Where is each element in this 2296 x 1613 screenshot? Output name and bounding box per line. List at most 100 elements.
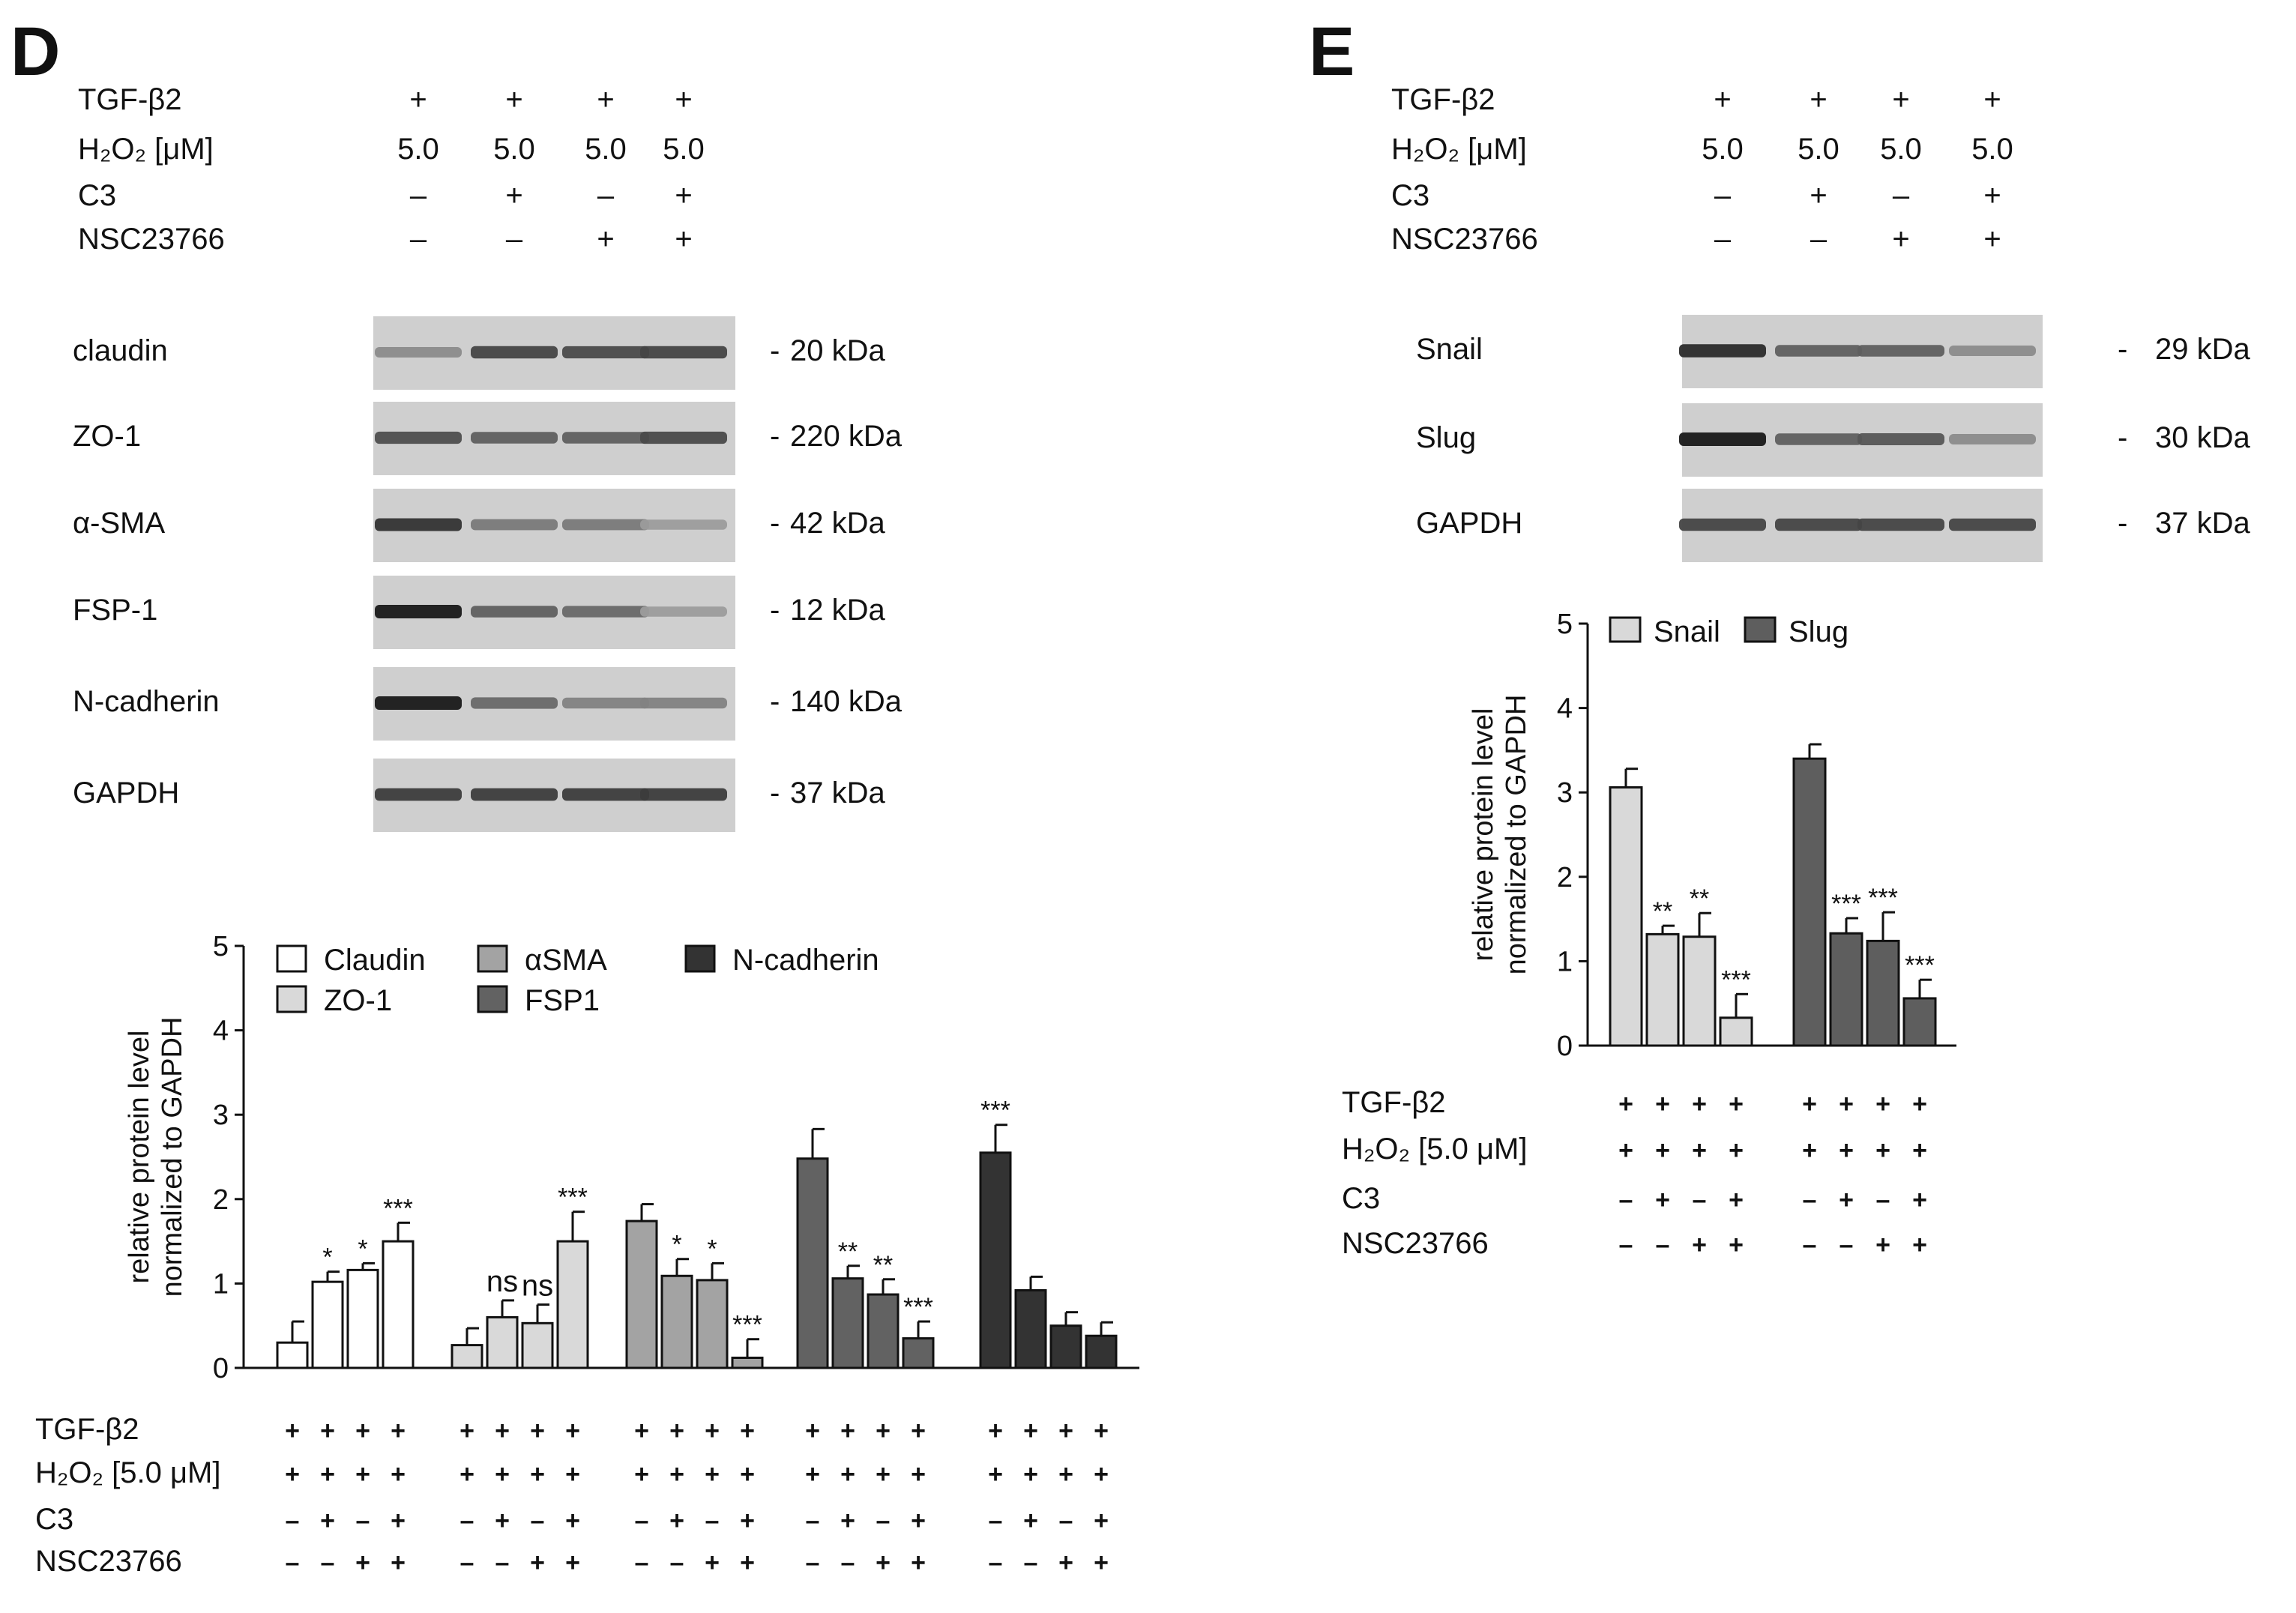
significance-label: * — [322, 1243, 332, 1272]
blot-band — [375, 346, 462, 358]
y-tick-label: 2 — [1557, 862, 1573, 893]
legend-swatch — [276, 944, 307, 973]
blot-label: GAPDH — [73, 777, 179, 809]
bar — [1902, 997, 1937, 1047]
treatment-value: + — [530, 1460, 545, 1489]
treatment-value: + — [459, 1460, 474, 1489]
blot-band — [471, 788, 558, 801]
treatment-value: 5.0 — [1880, 133, 1922, 166]
treatment-value: + — [495, 1417, 510, 1445]
treatment-value: + — [675, 223, 692, 256]
blot-band — [640, 788, 727, 801]
legend-swatch — [1744, 616, 1777, 643]
treatment-value: + — [597, 223, 614, 256]
legend-swatch — [477, 944, 508, 973]
size-dash: - — [770, 507, 780, 540]
treatment-value: + — [740, 1549, 755, 1577]
legend-label: FSP1 — [525, 984, 600, 1017]
blot-band — [562, 697, 649, 709]
size-dash: - — [770, 685, 780, 718]
bar — [1645, 932, 1680, 1047]
blot-band — [640, 697, 727, 709]
legend-swatch — [1609, 616, 1642, 643]
treatment-value: + — [1058, 1417, 1073, 1445]
treatment-value: + — [1094, 1417, 1109, 1445]
blot-band — [375, 696, 462, 710]
treatment-value: – — [1619, 1186, 1633, 1214]
y-axis-label-line: normalized to GAPDH — [1501, 695, 1532, 975]
bar — [311, 1280, 344, 1369]
y-tick-label: 2 — [213, 1184, 229, 1216]
blot-band — [375, 431, 462, 444]
blot-band — [640, 346, 727, 359]
size-dash: - — [770, 420, 780, 453]
treatment-value: – — [410, 223, 427, 256]
treatment-value: + — [705, 1417, 720, 1445]
bar — [1829, 932, 1863, 1047]
bar — [831, 1277, 864, 1369]
treatment-value: + — [669, 1417, 684, 1445]
blot-label: claudin — [73, 334, 168, 367]
y-axis-label: relative protein level normalized to GAPD… — [1468, 695, 1532, 975]
molecular-weight-label: 30 kDa — [2155, 421, 2250, 454]
treatment-label: NSC23766 — [35, 1545, 182, 1578]
molecular-weight-label: 140 kDa — [790, 685, 903, 718]
treatment-value: 5.0 — [1798, 133, 1839, 166]
treatment-value: + — [876, 1460, 891, 1489]
treatment-value: + — [1729, 1186, 1744, 1214]
blot-band — [640, 431, 727, 444]
treatment-label: TGF-β2 — [1342, 1086, 1446, 1119]
molecular-weight-label: 37 kDa — [2155, 507, 2250, 540]
significance-label: ** — [873, 1251, 893, 1279]
treatment-value: + — [1729, 1090, 1744, 1118]
bar — [1682, 935, 1717, 1047]
treatment-value: 5.0 — [585, 133, 627, 166]
treatment-value: – — [635, 1549, 649, 1577]
y-axis-label: relative protein level normalized to GAPD… — [124, 1017, 188, 1297]
bar — [696, 1279, 729, 1369]
treatment-label: TGF-β2 — [35, 1413, 139, 1446]
treatment-value: – — [876, 1507, 891, 1535]
treatment-value: – — [1893, 179, 1910, 212]
treatment-value: + — [565, 1507, 580, 1535]
treatment-value: – — [1839, 1231, 1854, 1259]
treatment-value: + — [355, 1549, 370, 1577]
treatment-value: + — [1983, 179, 2001, 212]
treatment-value: + — [495, 1460, 510, 1489]
y-tick-label: 1 — [213, 1268, 229, 1300]
treatment-value: + — [1810, 83, 1827, 116]
y-tick-label: 5 — [1557, 609, 1573, 640]
treatment-label: H₂O₂ [μM] — [78, 133, 214, 166]
bar — [867, 1293, 900, 1369]
blot-band — [1775, 518, 1862, 531]
treatment-value: – — [321, 1549, 335, 1577]
treatment-value: + — [634, 1417, 649, 1445]
treatment-value: + — [1912, 1136, 1927, 1165]
molecular-weight-label: 42 kDa — [790, 507, 885, 540]
treatment-value: – — [1803, 1231, 1817, 1259]
treatment-label: TGF-β2 — [1391, 83, 1495, 116]
treatment-value: + — [911, 1507, 926, 1535]
treatment-value: + — [409, 83, 427, 116]
treatment-value: + — [634, 1460, 649, 1489]
treatment-value: – — [460, 1549, 474, 1577]
significance-label: ns — [486, 1265, 518, 1298]
treatment-value: + — [565, 1417, 580, 1445]
treatment-label: C3 — [78, 179, 116, 212]
treatment-value: – — [1714, 179, 1732, 212]
blot-band — [1949, 433, 2036, 445]
treatment-value: + — [391, 1549, 406, 1577]
blot-band — [1679, 432, 1766, 446]
y-tick-label: 4 — [213, 1016, 229, 1047]
treatment-value: + — [459, 1417, 474, 1445]
treatment-value: + — [320, 1417, 335, 1445]
panel-d: TGF-β2 + + + +H₂O₂ [μM] 5.0 5.0 5.0 5.0C3– + – +NSC… — [35, 83, 1139, 1578]
treatment-value: + — [1023, 1460, 1038, 1489]
treatment-value: + — [805, 1417, 820, 1445]
treatment-value: + — [840, 1417, 855, 1445]
bar — [1085, 1334, 1118, 1369]
significance-label: *** — [558, 1184, 588, 1212]
treatment-value: + — [669, 1460, 684, 1489]
treatment-value: + — [840, 1460, 855, 1489]
y-tick-label: 0 — [213, 1353, 229, 1384]
